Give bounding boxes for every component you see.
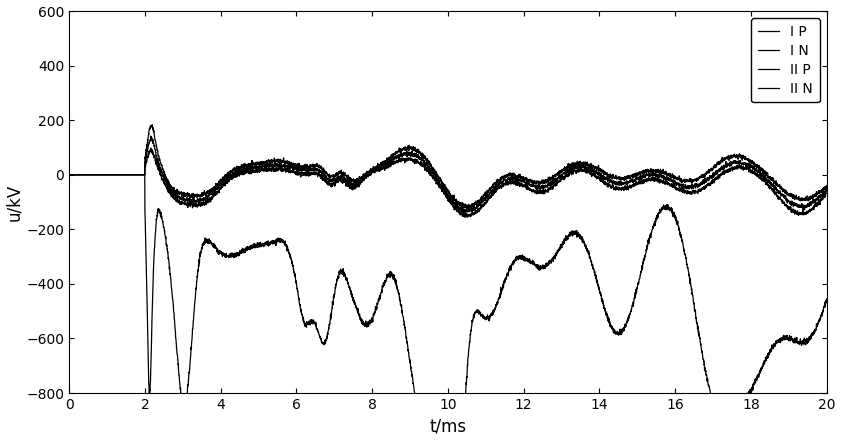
II N: [64, 172, 74, 177]
I P: [579, 160, 590, 165]
I P: [395, 149, 405, 154]
Line: II P: II P: [69, 148, 827, 217]
II N: [171, 336, 181, 341]
I P: [387, 155, 397, 161]
Y-axis label: u/kV: u/kV: [6, 183, 24, 220]
Line: I P: I P: [69, 125, 827, 209]
II P: [64, 172, 74, 177]
I P: [446, 192, 456, 198]
I P: [147, 122, 157, 127]
I N: [822, 187, 832, 192]
I P: [214, 179, 225, 184]
I N: [458, 211, 468, 216]
II N: [214, 248, 225, 254]
II P: [822, 191, 832, 196]
Legend: I P, I N, II P, II N: I P, I N, II P, II N: [751, 18, 820, 102]
Line: II N: II N: [69, 175, 827, 441]
I P: [463, 207, 473, 212]
I N: [579, 164, 590, 169]
I N: [214, 182, 225, 187]
II P: [446, 201, 456, 206]
I P: [171, 188, 181, 194]
I N: [387, 157, 397, 162]
II P: [579, 168, 590, 173]
II N: [579, 241, 590, 247]
II P: [462, 215, 472, 220]
I N: [145, 133, 156, 138]
II N: [387, 273, 397, 278]
I P: [822, 184, 832, 190]
II P: [214, 185, 225, 191]
I N: [64, 172, 74, 177]
I N: [171, 193, 181, 198]
II N: [394, 298, 405, 303]
Line: I N: I N: [69, 136, 827, 213]
II N: [822, 296, 832, 301]
I P: [64, 172, 74, 177]
X-axis label: t/ms: t/ms: [430, 418, 467, 435]
I N: [446, 196, 456, 201]
II P: [171, 194, 181, 199]
II P: [395, 158, 405, 163]
I N: [395, 153, 405, 159]
II P: [145, 146, 156, 151]
II P: [387, 159, 397, 164]
